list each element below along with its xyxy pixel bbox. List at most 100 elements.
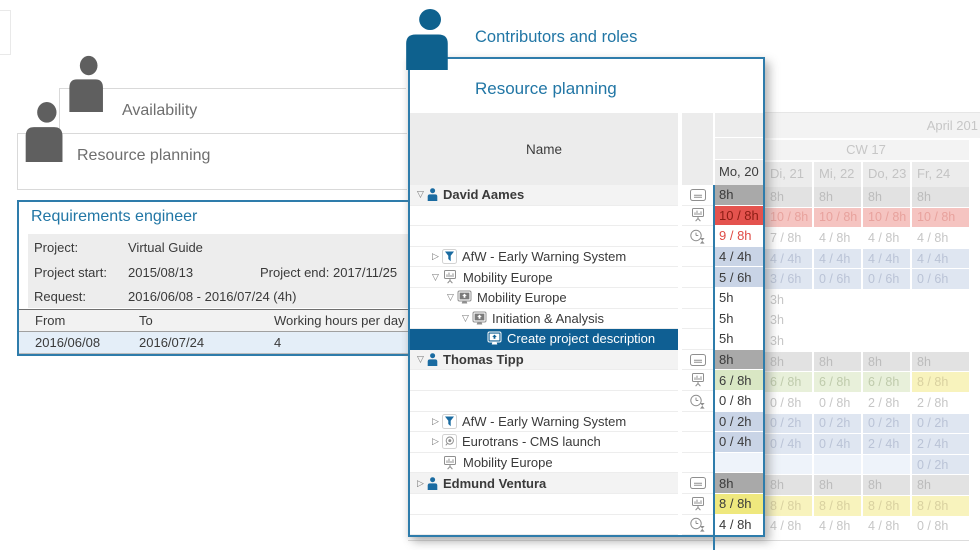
row-name-cell[interactable]: ▽ Thomas Tipp <box>410 349 678 371</box>
row-label: Edmund Ventura <box>443 475 547 491</box>
allocation-cell[interactable]: 9 / 8h <box>715 226 763 247</box>
task-row-selected[interactable]: Create project description 5h <box>410 329 763 350</box>
row-name-cell[interactable]: Mobility Europe <box>410 452 678 474</box>
allocation-cell-faded: 4 / 8h <box>910 228 969 249</box>
row-name-cell[interactable]: ▽ Initiation & Analysis <box>410 308 678 330</box>
planner-row[interactable]: ▽ Mobility Europe 5h <box>410 287 763 309</box>
field-label: Project start: <box>34 264 107 280</box>
tree-expand-toggle[interactable]: ▷ <box>417 477 424 488</box>
nav-card-availability[interactable]: Availability <box>59 88 406 134</box>
column-gap <box>678 493 682 515</box>
planner-row[interactable]: ▷ Eurotrans - CMS launch 0 / 4h <box>410 432 763 453</box>
tree-expand-toggle[interactable]: ▷ <box>432 436 439 447</box>
column-gap <box>678 329 682 350</box>
allocation-cell[interactable]: 5h <box>715 329 763 350</box>
person-row[interactable]: ▷ Edmund Ventura 8h <box>410 473 763 494</box>
row-label: David Aames <box>443 187 525 203</box>
contributors-and-roles-label[interactable]: Contributors and roles <box>475 28 638 46</box>
row-label: Mobility Europe <box>477 290 567 306</box>
task-icon <box>457 290 472 305</box>
row-name-cell[interactable] <box>410 390 678 412</box>
row-name-cell[interactable] <box>410 370 678 391</box>
background-allocation-row: 3 / 6h 0 / 6h 0 / 6h 0 / 6h <box>763 269 969 290</box>
tree-collapse-toggle[interactable]: ▽ <box>462 312 469 323</box>
tree-collapse-toggle[interactable]: ▽ <box>417 189 424 200</box>
col-header-to: To <box>139 313 153 328</box>
task-icon <box>472 311 487 326</box>
allocation-cell[interactable]: 8h <box>715 349 763 371</box>
planner-row[interactable]: 10 / 8h <box>410 205 763 227</box>
allocation-cell[interactable]: 0 / 2h <box>715 411 763 433</box>
planner-row[interactable]: ▽ Mobility Europe 5 / 6h <box>410 267 763 288</box>
allocation-cell-faded: 4 / 8h <box>861 516 910 538</box>
resource-planning-panel: Resource planning Name Mo, 20 ▽ David Aam… <box>408 57 765 550</box>
grid-bottom-edge <box>408 540 969 541</box>
allocation-cell[interactable]: 10 / 8h <box>715 205 763 227</box>
allocation-cell[interactable]: 5h <box>715 287 763 309</box>
column-gap <box>678 267 682 288</box>
planner-row[interactable]: ▷ AfW - Early Warning System 4 / 4h <box>410 246 763 268</box>
tree-collapse-toggle[interactable]: ▽ <box>432 271 439 282</box>
allocation-cell[interactable]: 4 / 4h <box>715 246 763 268</box>
allocation-cell-faded: 10 / 8h <box>861 207 910 229</box>
allocation-cell[interactable]: 0 / 8h <box>715 390 763 412</box>
row-name-cell[interactable] <box>410 226 678 247</box>
planner-row[interactable]: ▷ AfW - Early Warning System 0 / 2h <box>410 411 763 433</box>
row-name-cell[interactable]: ▽ David Aames <box>410 185 678 206</box>
background-allocation-row: 4 / 8h 4 / 8h 4 / 8h 0 / 8h <box>763 516 969 538</box>
request-table-row[interactable]: 2016/06/08 2016/07/24 4 <box>19 332 410 354</box>
planner-row[interactable]: 6 / 8h <box>410 370 763 391</box>
tree-expand-toggle[interactable]: ▷ <box>432 251 439 262</box>
allocation-cell-faded: 10 / 8h <box>763 207 812 229</box>
allocation-cell[interactable]: 5h <box>715 308 763 330</box>
allocation-cell[interactable]: 8h <box>715 185 763 206</box>
allocation-cell[interactable]: 5 / 6h <box>715 267 763 288</box>
column-gap <box>678 370 682 391</box>
row-name-cell[interactable]: ▽ Mobility Europe <box>410 267 678 288</box>
background-allocation-row: 0 / 2h <box>763 454 969 476</box>
row-name-cell[interactable] <box>410 514 678 536</box>
row-name-cell[interactable]: ▷ AfW - Early Warning System <box>410 411 678 433</box>
row-name-cell[interactable]: ▽ Mobility Europe <box>410 287 678 309</box>
panel-title: Resource planning <box>475 79 617 98</box>
panel-vertical-divider <box>713 185 715 550</box>
allocation-cell-faded: 8h <box>763 351 812 373</box>
workload-icon <box>442 269 458 285</box>
planner-row[interactable]: 8 / 8h <box>410 493 763 515</box>
background-allocation-row: 4 / 4h 4 / 4h 4 / 4h 4 / 4h <box>763 248 969 270</box>
availability-label: Availability <box>122 102 198 119</box>
person-row[interactable]: ▽ David Aames 8h <box>410 185 763 206</box>
planner-row[interactable]: 0 / 8h <box>410 390 763 412</box>
tree-expand-toggle[interactable]: ▷ <box>432 415 439 426</box>
planner-row[interactable]: ▽ Initiation & Analysis 5h <box>410 308 763 330</box>
row-name-cell[interactable]: ▷ Eurotrans - CMS launch <box>410 432 678 453</box>
col-header-hours: Working hours per day <box>274 313 405 328</box>
planner-row[interactable]: Mobility Europe <box>410 452 763 474</box>
project-funnel-icon <box>442 413 457 429</box>
allocation-cell-faded: 8h <box>910 187 969 208</box>
allocation-cell[interactable] <box>715 452 763 474</box>
row-name-cell[interactable]: ▷ AfW - Early Warning System <box>410 246 678 268</box>
allocation-cell-faded: 3h <box>763 331 812 352</box>
allocation-cell[interactable]: 8 / 8h <box>715 493 763 515</box>
icon-cell-empty <box>682 267 713 288</box>
row-name-cell[interactable]: ▷ Edmund Ventura <box>410 473 678 494</box>
allocation-cell[interactable]: 0 / 4h <box>715 432 763 453</box>
planner-row[interactable]: 4 / 8h <box>410 514 763 536</box>
tree-collapse-toggle[interactable]: ▽ <box>417 354 424 365</box>
nav-card-resource-planning[interactable]: Resource planning <box>17 133 407 190</box>
tree-collapse-toggle[interactable]: ▽ <box>447 292 454 303</box>
row-name-cell[interactable] <box>410 493 678 515</box>
person-row[interactable]: ▽ Thomas Tipp 8h <box>410 349 763 371</box>
allocation-cell-faded: 8h <box>861 475 910 496</box>
monday-column-header: Mo, 20 <box>715 113 763 185</box>
row-name-cell[interactable]: Create project description <box>410 329 678 350</box>
workload-icon <box>442 455 458 471</box>
row-name-cell[interactable] <box>410 205 678 227</box>
task-icon <box>487 331 502 346</box>
icon-cell-empty <box>682 329 713 350</box>
planner-row[interactable]: 9 / 8h <box>410 226 763 247</box>
allocation-cell[interactable]: 4 / 8h <box>715 514 763 536</box>
allocation-cell[interactable]: 6 / 8h <box>715 370 763 391</box>
allocation-cell[interactable]: 8h <box>715 473 763 494</box>
